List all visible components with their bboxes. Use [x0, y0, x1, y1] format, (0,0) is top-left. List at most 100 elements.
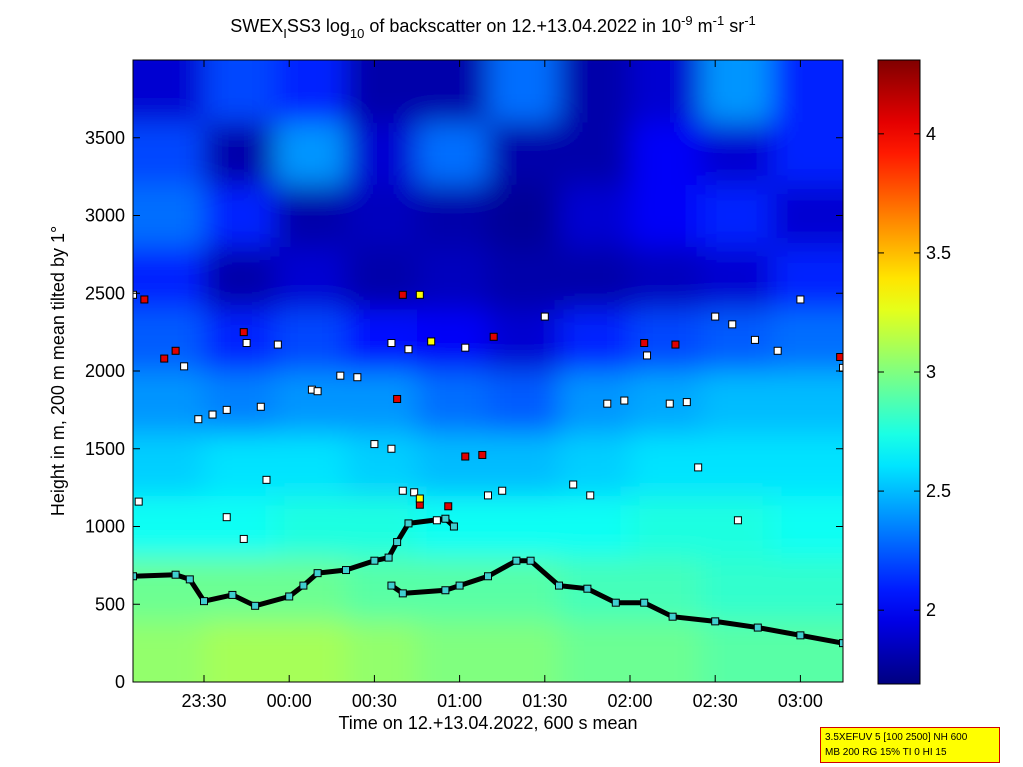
heat-cell: [772, 557, 843, 621]
series-line: [133, 516, 456, 609]
heat-cell: [275, 122, 347, 185]
marker: [239, 328, 248, 337]
heat-cell: [133, 619, 205, 682]
x-tick-label: 00:30: [352, 691, 397, 711]
heat-cell: [701, 122, 773, 185]
heat-cell: [772, 184, 843, 248]
marker: [342, 566, 350, 575]
marker: [285, 592, 294, 601]
x-tick-label: 23:30: [181, 691, 226, 711]
heat-cell: [204, 433, 276, 496]
marker: [640, 598, 649, 607]
heat-cell: [417, 371, 489, 434]
y-axis-label: Height in m, 200 m mean tilted by 1°: [48, 226, 68, 516]
marker: [733, 516, 742, 525]
heat-cell: [630, 122, 702, 185]
heat-cell: [488, 60, 560, 123]
marker: [489, 332, 498, 341]
title-part: of backscatter on 12.+13.04.2022 in 10: [364, 16, 681, 36]
heat-cell: [417, 433, 489, 496]
marker: [682, 398, 691, 407]
marker: [299, 581, 308, 590]
marker: [640, 339, 649, 348]
marker: [694, 463, 703, 472]
heat-cell: [630, 557, 702, 621]
heat-cell: [346, 433, 418, 496]
heat-cell: [346, 60, 418, 123]
marker: [461, 452, 470, 461]
heat-cell: [417, 246, 489, 310]
marker: [586, 491, 595, 500]
marker: [839, 363, 843, 372]
heat-cell: [772, 433, 843, 496]
heat-cell: [559, 60, 631, 123]
marker: [643, 351, 652, 360]
heat-cell: [204, 557, 276, 621]
y-tick-label: 500: [95, 594, 125, 614]
marker: [620, 396, 629, 405]
heat-cell: [346, 371, 418, 434]
heat-cell: [630, 184, 702, 248]
marker: [836, 353, 843, 362]
marker: [370, 440, 379, 449]
marker: [512, 556, 521, 565]
heat-cell: [417, 60, 489, 123]
heat-cell: [488, 246, 560, 310]
marker: [208, 410, 217, 419]
heat-cell: [559, 246, 631, 310]
heat-cell: [488, 557, 560, 621]
y-tick-label: 1000: [85, 517, 125, 537]
marker: [611, 598, 620, 607]
heat-cell: [204, 308, 276, 372]
marker: [711, 312, 720, 321]
heat-cell: [559, 619, 631, 682]
marker: [478, 450, 487, 459]
heat-cell: [133, 184, 205, 248]
marker: [313, 387, 322, 396]
marker: [555, 581, 563, 590]
heat-cell: [204, 184, 276, 248]
heat-cell: [630, 495, 702, 559]
marker: [449, 522, 458, 531]
marker: [441, 586, 450, 595]
marker: [526, 556, 535, 565]
heat-cell: [346, 246, 418, 310]
x-tick-label: 00:00: [267, 691, 312, 711]
marker: [753, 623, 762, 632]
marker: [393, 538, 402, 547]
heat-cell: [772, 60, 843, 123]
marker: [200, 597, 208, 606]
heat-cell: [488, 371, 560, 434]
x-axis-label: Time on 12.+13.04.2022, 600 s mean: [338, 713, 637, 733]
marker: [133, 290, 137, 299]
heat-cell: [772, 308, 843, 372]
marker: [603, 399, 612, 408]
y-tick-label: 2500: [85, 283, 125, 303]
heatmap: [133, 60, 843, 682]
marker: [796, 631, 805, 640]
marker: [194, 415, 203, 424]
y-tick-label: 3000: [85, 206, 125, 226]
marker: [461, 343, 470, 352]
marker: [393, 394, 402, 403]
heat-cell: [559, 308, 631, 372]
marker: [796, 295, 805, 304]
marker: [404, 345, 413, 354]
heat-cell: [204, 619, 276, 682]
marker: [242, 339, 251, 348]
colorbar-tick-label: 3: [926, 362, 936, 382]
heat-cell: [488, 495, 560, 559]
heat-cell: [559, 371, 631, 434]
marker: [444, 502, 453, 511]
marker: [222, 513, 231, 522]
heat-cell: [488, 184, 560, 248]
heat-cell: [417, 122, 489, 185]
heat-cell: [701, 371, 773, 434]
y-tick-label: 2000: [85, 361, 125, 381]
heat-cell: [630, 619, 702, 682]
marker: [387, 581, 396, 590]
title-sup: -1: [744, 13, 756, 28]
heat-cell: [204, 122, 276, 185]
marker: [140, 295, 149, 304]
